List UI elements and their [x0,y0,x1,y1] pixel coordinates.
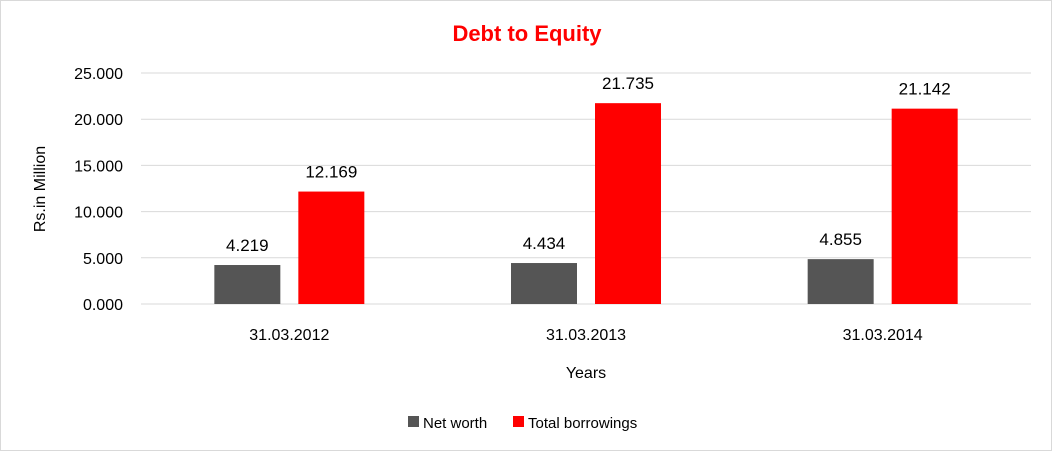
data-label-total-borrowings: 12.169 [305,163,357,182]
bars [214,103,958,304]
bar-total-borrowings [298,191,365,304]
bar-net-worth [214,265,281,304]
bar-net-worth [807,259,874,304]
legend: Net worth Total borrowings [408,415,637,432]
bar-total-borrowings [595,103,661,304]
gridlines [141,72,1031,305]
bar-total-borrowings [891,108,958,304]
legend-swatch-net-worth [408,416,419,427]
x-tick-label: 31.03.2014 [843,327,923,344]
y-tick-label: 10.000 [74,205,123,222]
legend-label-net-worth: Net worth [423,415,487,432]
y-tick-label: 20.000 [74,112,123,129]
bar-net-worth [511,263,577,304]
x-axis-ticks: 31.03.2012 31.03.2013 31.03.2014 [249,327,923,344]
y-axis-title: Rs.in Million [32,146,49,232]
data-label-net-worth: 4.219 [226,236,269,255]
y-tick-label: 25.000 [74,66,123,83]
data-label-total-borrowings: 21.735 [602,74,654,93]
x-tick-label: 31.03.2013 [546,327,626,344]
legend-label-total-borrowings: Total borrowings [528,415,637,432]
legend-swatch-total-borrowings [513,416,524,427]
data-label-total-borrowings: 21.142 [899,80,951,99]
y-axis-ticks: 0.000 5.000 10.000 15.000 20.000 25.000 [74,66,123,314]
data-label-net-worth: 4.434 [523,234,566,253]
chart-title: Debt to Equity [452,21,602,46]
y-tick-label: 5.000 [83,251,123,268]
x-tick-label: 31.03.2012 [249,327,329,344]
y-tick-label: 0.000 [83,297,123,314]
data-labels: 4.219 12.169 4.434 21.735 4.855 21.142 [226,74,951,255]
x-axis-title: Years [566,365,606,382]
y-tick-label: 15.000 [74,158,123,175]
data-label-net-worth: 4.855 [819,230,862,249]
